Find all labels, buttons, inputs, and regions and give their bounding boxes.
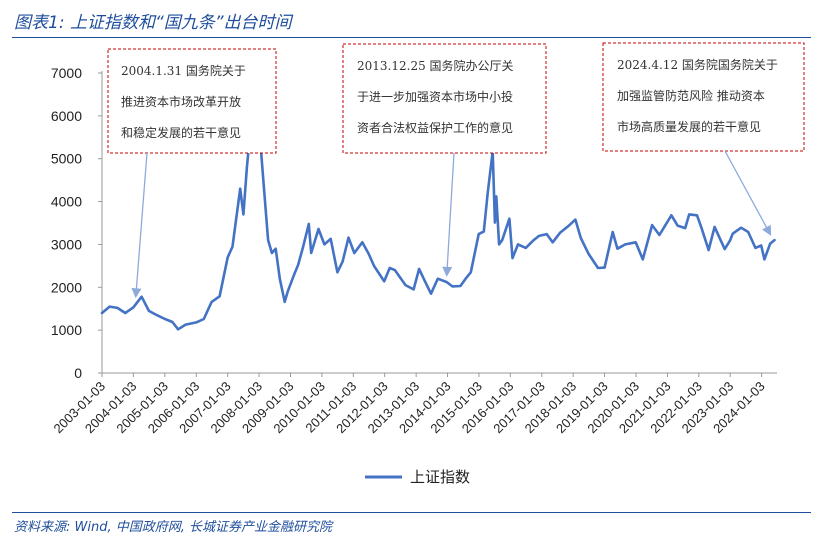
annotation-text: 资者合法权益保护工作的意见: [357, 120, 513, 135]
annotation-text: 于进一步加强资本市场中小投: [357, 89, 513, 104]
chart-legend: 上证指数: [365, 468, 470, 486]
annotation-text: 市场高质量发展的若干意见: [617, 119, 761, 134]
title-divider: [12, 37, 811, 38]
y-tick-label: 7000: [51, 65, 82, 81]
series-line-shanghai-index: [100, 109, 776, 331]
y-tick-label: 6000: [51, 108, 82, 124]
annotation-text: 2004.1.31 国务院关于: [121, 63, 246, 78]
y-tick-label: 0: [74, 365, 82, 381]
annotation-box: [107, 48, 277, 154]
y-tick-label: 4000: [51, 194, 82, 210]
annotation-arrow: [442, 152, 455, 277]
annotation-text: 推进资本市场改革开放: [121, 94, 241, 109]
annotation-box: [342, 43, 547, 154]
annotation-box: [602, 42, 805, 152]
source-note: 资料来源: Wind, 中国政府网, 长城证券产业金融研究院: [14, 520, 332, 535]
annotation-text: 2024.4.12 国务院国务院关于: [617, 57, 778, 72]
annotation-arrow: [131, 152, 148, 299]
legend-label: 上证指数: [410, 468, 470, 486]
line-chart: 010002000300040005000600070002003-01-032…: [50, 42, 805, 486]
y-tick-label: 1000: [51, 322, 82, 338]
series-layer: [100, 109, 776, 331]
y-tick-label: 3000: [51, 236, 82, 252]
source-divider: [12, 512, 811, 513]
annotation-callout: 2013.12.25 国务院办公厅关于进一步加强资本市场中小投资者合法权益保护工…: [342, 43, 547, 277]
y-tick-label: 5000: [51, 151, 82, 167]
y-tick-label: 2000: [51, 279, 82, 295]
annotation-text: 加强监管防范风险 推动资本: [617, 88, 765, 103]
annotation-arrow: [724, 150, 772, 236]
annotation-text: 2013.12.25 国务院办公厅关: [357, 58, 514, 73]
page-title: 图表1: 上证指数和“国九条”出台时间: [14, 13, 292, 33]
annotation-text: 和稳定发展的若干意见: [121, 125, 241, 140]
